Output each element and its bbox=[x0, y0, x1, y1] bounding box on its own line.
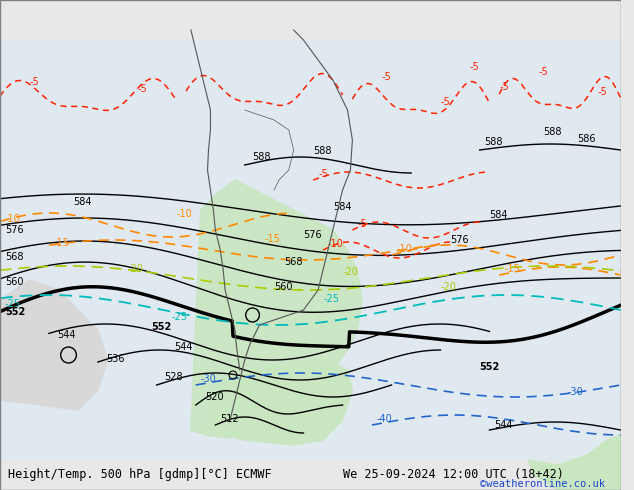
Text: -15: -15 bbox=[504, 264, 520, 274]
Text: -10: -10 bbox=[176, 209, 192, 219]
Polygon shape bbox=[191, 180, 362, 438]
Text: 568: 568 bbox=[284, 257, 302, 267]
Text: 560: 560 bbox=[274, 282, 292, 292]
Text: -5: -5 bbox=[441, 97, 450, 107]
Text: 576: 576 bbox=[5, 225, 23, 235]
Text: Height/Temp. 500 hPa [gdmp][°C] ECMWF: Height/Temp. 500 hPa [gdmp][°C] ECMWF bbox=[8, 468, 271, 481]
Text: 528: 528 bbox=[164, 372, 183, 382]
Text: 584: 584 bbox=[74, 197, 92, 207]
Text: -5: -5 bbox=[358, 219, 367, 229]
Text: -5: -5 bbox=[382, 72, 392, 82]
Text: -5: -5 bbox=[137, 84, 147, 94]
Text: -25: -25 bbox=[5, 299, 21, 309]
Text: 536: 536 bbox=[106, 354, 124, 364]
Text: -25: -25 bbox=[323, 294, 339, 304]
Text: -20: -20 bbox=[342, 267, 358, 277]
Text: -15: -15 bbox=[264, 234, 280, 244]
Text: 552: 552 bbox=[152, 322, 172, 332]
Polygon shape bbox=[0, 280, 108, 410]
Text: 520: 520 bbox=[205, 392, 224, 402]
Text: 552: 552 bbox=[5, 307, 25, 317]
Text: 576: 576 bbox=[450, 235, 469, 245]
Text: 588: 588 bbox=[313, 146, 332, 156]
Text: 552: 552 bbox=[480, 362, 500, 372]
Text: -15: -15 bbox=[54, 238, 70, 248]
Polygon shape bbox=[205, 360, 353, 445]
Bar bbox=[0, 40, 621, 460]
Text: 584: 584 bbox=[489, 210, 508, 220]
Text: -25: -25 bbox=[171, 312, 187, 322]
Text: 576: 576 bbox=[304, 230, 322, 240]
Text: -10: -10 bbox=[5, 214, 21, 224]
Text: 586: 586 bbox=[578, 134, 596, 144]
Text: 588: 588 bbox=[543, 127, 562, 137]
Text: We 25-09-2024 12:00 UTC (18+42): We 25-09-2024 12:00 UTC (18+42) bbox=[342, 468, 564, 481]
Text: -30: -30 bbox=[201, 374, 216, 384]
Text: 544: 544 bbox=[174, 342, 193, 352]
Text: -40: -40 bbox=[377, 414, 392, 424]
Text: -5: -5 bbox=[29, 77, 39, 87]
Text: -10: -10 bbox=[396, 244, 412, 254]
Text: 544: 544 bbox=[57, 330, 75, 340]
Text: -5: -5 bbox=[470, 62, 479, 72]
Text: 588: 588 bbox=[484, 137, 503, 147]
Text: -30: -30 bbox=[567, 387, 583, 397]
Text: 584: 584 bbox=[333, 202, 351, 212]
Text: -10: -10 bbox=[328, 239, 344, 249]
Text: 544: 544 bbox=[495, 420, 513, 430]
Text: 560: 560 bbox=[5, 277, 23, 287]
Text: 568: 568 bbox=[5, 252, 23, 262]
Text: -20: -20 bbox=[127, 264, 143, 274]
Polygon shape bbox=[529, 435, 621, 490]
Text: 588: 588 bbox=[252, 152, 271, 162]
Text: 512: 512 bbox=[220, 414, 239, 424]
Text: -5: -5 bbox=[597, 87, 607, 97]
Text: -5: -5 bbox=[318, 169, 328, 179]
Text: -5: -5 bbox=[538, 67, 548, 77]
Text: ©weatheronline.co.uk: ©weatheronline.co.uk bbox=[480, 479, 605, 489]
Text: -20: -20 bbox=[441, 282, 456, 292]
Text: -5: -5 bbox=[499, 82, 509, 92]
